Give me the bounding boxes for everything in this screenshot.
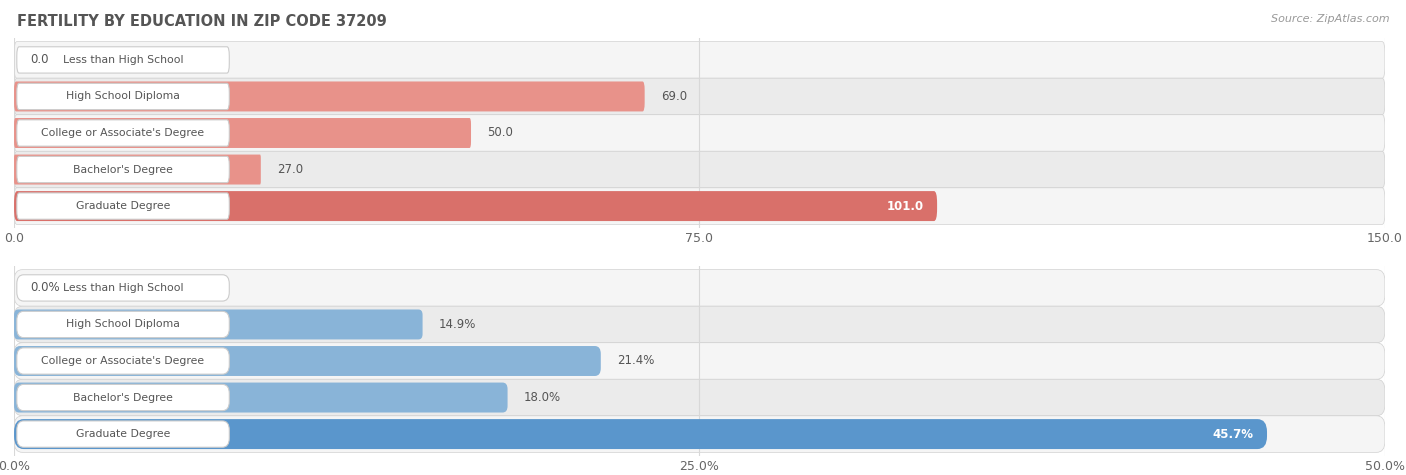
FancyBboxPatch shape: [17, 311, 229, 338]
FancyBboxPatch shape: [14, 118, 471, 148]
Text: Bachelor's Degree: Bachelor's Degree: [73, 164, 173, 174]
Text: Source: ZipAtlas.com: Source: ZipAtlas.com: [1271, 14, 1389, 24]
FancyBboxPatch shape: [14, 419, 1267, 449]
Text: 18.0%: 18.0%: [524, 391, 561, 404]
FancyBboxPatch shape: [14, 154, 262, 184]
FancyBboxPatch shape: [14, 191, 938, 221]
FancyBboxPatch shape: [14, 151, 1385, 188]
FancyBboxPatch shape: [14, 82, 645, 112]
FancyBboxPatch shape: [17, 193, 229, 219]
Text: 27.0: 27.0: [277, 163, 304, 176]
Text: 50.0: 50.0: [488, 126, 513, 140]
FancyBboxPatch shape: [17, 421, 229, 447]
Text: Graduate Degree: Graduate Degree: [76, 429, 170, 439]
FancyBboxPatch shape: [17, 120, 229, 146]
FancyBboxPatch shape: [14, 188, 1385, 224]
Text: Less than High School: Less than High School: [63, 55, 183, 65]
FancyBboxPatch shape: [14, 78, 1385, 115]
Text: College or Associate's Degree: College or Associate's Degree: [42, 356, 205, 366]
Text: Bachelor's Degree: Bachelor's Degree: [73, 392, 173, 402]
FancyBboxPatch shape: [14, 343, 1385, 379]
FancyBboxPatch shape: [17, 47, 229, 73]
FancyBboxPatch shape: [14, 379, 1385, 416]
Text: 45.7%: 45.7%: [1212, 428, 1253, 441]
Text: FERTILITY BY EDUCATION IN ZIP CODE 37209: FERTILITY BY EDUCATION IN ZIP CODE 37209: [17, 14, 387, 29]
Text: 14.9%: 14.9%: [439, 318, 477, 331]
FancyBboxPatch shape: [14, 346, 600, 376]
FancyBboxPatch shape: [17, 348, 229, 374]
Text: 0.0%: 0.0%: [31, 281, 60, 294]
FancyBboxPatch shape: [14, 416, 1385, 452]
Text: College or Associate's Degree: College or Associate's Degree: [42, 128, 205, 138]
FancyBboxPatch shape: [17, 275, 229, 301]
Text: High School Diploma: High School Diploma: [66, 92, 180, 102]
FancyBboxPatch shape: [14, 115, 1385, 151]
Text: 0.0: 0.0: [31, 53, 49, 67]
FancyBboxPatch shape: [14, 270, 1385, 306]
Text: 69.0: 69.0: [661, 90, 688, 103]
Text: High School Diploma: High School Diploma: [66, 320, 180, 330]
Text: 101.0: 101.0: [886, 200, 924, 213]
Text: Less than High School: Less than High School: [63, 283, 183, 293]
FancyBboxPatch shape: [14, 306, 1385, 343]
FancyBboxPatch shape: [17, 384, 229, 411]
Text: Graduate Degree: Graduate Degree: [76, 201, 170, 211]
FancyBboxPatch shape: [17, 83, 229, 110]
FancyBboxPatch shape: [14, 310, 423, 340]
FancyBboxPatch shape: [17, 156, 229, 183]
Text: 21.4%: 21.4%: [617, 354, 655, 368]
FancyBboxPatch shape: [14, 42, 1385, 78]
FancyBboxPatch shape: [14, 382, 508, 412]
